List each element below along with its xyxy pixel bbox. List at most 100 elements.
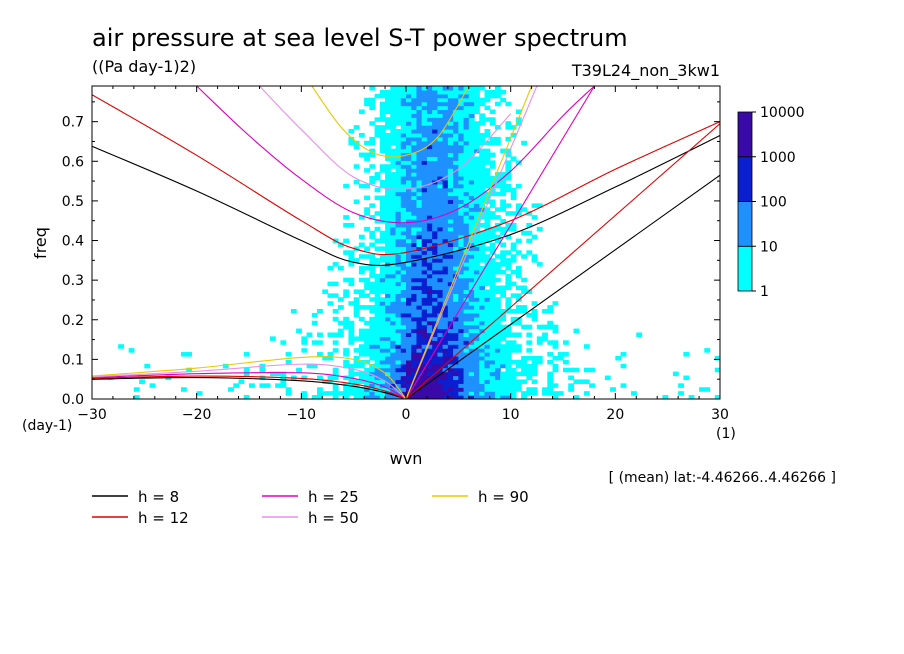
spectrum-cell bbox=[374, 125, 381, 130]
spectrum-cell bbox=[468, 121, 475, 126]
spectrum-cell bbox=[510, 187, 517, 193]
spectrum-cell bbox=[447, 222, 454, 228]
spectrum-cell bbox=[484, 183, 491, 189]
spectrum-cell bbox=[301, 348, 308, 353]
spectrum-cell bbox=[494, 277, 501, 283]
spectrum-cell bbox=[385, 117, 391, 122]
spectrum-cell bbox=[369, 332, 376, 337]
spectrum-cell bbox=[406, 332, 412, 337]
spectrum-cell bbox=[358, 371, 365, 377]
spectrum-cell bbox=[395, 328, 402, 334]
spectrum-cell bbox=[442, 219, 449, 224]
spectrum-cell bbox=[332, 387, 339, 392]
spectrum-cell bbox=[453, 301, 459, 306]
spectrum-cell bbox=[468, 129, 475, 134]
spectrum-cell bbox=[437, 355, 444, 361]
spectrum-cell bbox=[568, 387, 575, 392]
spectrum-cell bbox=[463, 332, 470, 337]
spectrum-cell bbox=[411, 269, 418, 275]
spectrum-cell bbox=[447, 125, 454, 130]
spectrum-cell bbox=[395, 164, 402, 169]
spectrum-cell bbox=[573, 328, 580, 334]
spectrum-cell bbox=[400, 352, 407, 357]
spectrum-cell bbox=[474, 187, 480, 193]
spectrum-cell bbox=[542, 324, 548, 330]
spectrum-cell bbox=[306, 332, 313, 337]
spectrum-cell bbox=[458, 215, 465, 220]
spectrum-cell bbox=[510, 348, 517, 353]
spectrum-cell bbox=[332, 309, 339, 314]
spectrum-cell bbox=[369, 309, 376, 314]
spectrum-cell bbox=[453, 297, 459, 302]
spectrum-cell bbox=[426, 273, 433, 279]
spectrum-cell bbox=[468, 160, 475, 165]
spectrum-cell bbox=[505, 309, 512, 314]
spectrum-cell bbox=[463, 117, 470, 122]
spectrum-cell bbox=[458, 340, 465, 345]
spectrum-cell bbox=[322, 289, 329, 294]
colorbar-label: 1 bbox=[760, 284, 769, 300]
spectrum-cell bbox=[484, 207, 491, 212]
spectrum-cell bbox=[364, 383, 370, 388]
spectrum-cell bbox=[510, 316, 517, 322]
spectrum-cell bbox=[416, 211, 423, 216]
spectrum-cell bbox=[531, 312, 538, 318]
spectrum-cell bbox=[395, 285, 402, 291]
spectrum-cell bbox=[249, 383, 255, 388]
spectrum-cell bbox=[526, 391, 533, 396]
spectrum-cell bbox=[374, 363, 381, 369]
spectrum-cell bbox=[500, 383, 507, 388]
spectrum-cell bbox=[479, 211, 486, 216]
spectrum-cell bbox=[374, 320, 381, 326]
spectrum-cell bbox=[369, 234, 376, 240]
spectrum-cell bbox=[416, 312, 423, 318]
spectrum-cell bbox=[458, 203, 465, 208]
spectrum-cell bbox=[285, 352, 292, 357]
spectrum-fill-layer bbox=[107, 86, 720, 399]
spectrum-cell bbox=[395, 363, 402, 369]
spectrum-cell bbox=[536, 340, 543, 345]
spectrum-cell bbox=[416, 250, 423, 255]
spectrum-cell bbox=[400, 152, 407, 158]
spectrum-cell bbox=[385, 371, 391, 377]
spectrum-cell bbox=[374, 328, 381, 334]
spectrum-cell bbox=[494, 336, 501, 341]
spectrum-cell bbox=[437, 207, 444, 212]
spectrum-cell bbox=[573, 379, 580, 384]
spectrum-cell bbox=[521, 355, 527, 361]
spectrum-cell bbox=[421, 140, 428, 146]
spectrum-cell bbox=[521, 324, 527, 330]
spectrum-cell bbox=[474, 250, 480, 255]
spectrum-cell bbox=[390, 246, 397, 251]
spectrum-cell bbox=[395, 269, 402, 275]
spectrum-cell bbox=[400, 336, 407, 341]
spectrum-cell bbox=[416, 242, 423, 248]
spectrum-cell bbox=[400, 301, 407, 306]
spectrum-cell bbox=[421, 305, 428, 310]
spectrum-cell bbox=[494, 226, 501, 232]
spectrum-cell bbox=[400, 140, 407, 146]
spectrum-cell bbox=[458, 367, 465, 373]
spectrum-cell bbox=[358, 265, 365, 271]
spectrum-cell bbox=[400, 312, 407, 318]
spectrum-cell bbox=[432, 238, 438, 244]
spectrum-cell bbox=[421, 109, 428, 114]
spectrum-cell bbox=[489, 199, 496, 204]
spectrum-cell bbox=[474, 136, 480, 142]
spectrum-cell bbox=[395, 187, 402, 193]
spectrum-cell bbox=[426, 191, 433, 197]
spectrum-cell bbox=[463, 309, 470, 314]
spectrum-cell bbox=[552, 301, 559, 306]
spectrum-cell bbox=[500, 242, 507, 248]
spectrum-cell bbox=[432, 281, 438, 287]
spectrum-cell bbox=[379, 309, 386, 314]
spectrum-cell bbox=[411, 328, 418, 334]
spectrum-cell bbox=[385, 152, 391, 158]
spectrum-cell bbox=[442, 363, 449, 369]
x-tick-label: 20 bbox=[606, 407, 624, 423]
spectrum-cell bbox=[468, 226, 475, 232]
spectrum-cell bbox=[531, 367, 538, 373]
spectrum-cell bbox=[458, 262, 465, 267]
spectrum-cell bbox=[374, 172, 381, 177]
spectrum-cell bbox=[468, 113, 475, 118]
